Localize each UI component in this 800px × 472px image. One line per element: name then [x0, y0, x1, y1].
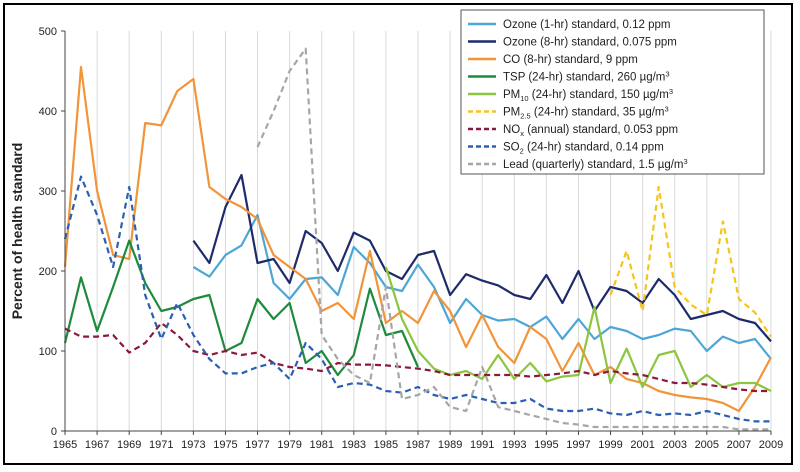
x-tick-label: 1993: [502, 439, 526, 451]
x-tick-label: 1981: [309, 439, 333, 451]
x-tick-labels: 1965 1967 1969 1971 1973 1975 1977 1979 1981 1983…: [53, 431, 783, 451]
x-tick-label: 1985: [374, 439, 398, 451]
series-lines: [63, 47, 772, 431]
legend-entry-label: Lead (quarterly) standard, 1.5 µg/m3: [503, 157, 688, 171]
y-tick-label: 200: [39, 266, 57, 278]
series-line-2: [63, 65, 772, 413]
legend: Ozone (1-hr) standard, 0.12 ppm Ozone (8-…: [460, 9, 765, 175]
series-line-1: [192, 173, 772, 343]
legend-entry-label: Ozone (8-hr) standard, 0.075 ppm: [503, 37, 677, 49]
x-tick-label: 2003: [662, 439, 686, 451]
x-tick-label: 1979: [277, 439, 301, 451]
legend-entry-label: PM2.5 (24-hr) standard, 35 µg/m3: [503, 105, 669, 121]
x-tick-label: 1977: [245, 439, 269, 451]
x-tick-label: 2009: [759, 439, 783, 451]
legend-box: [460, 9, 765, 175]
legend-entry-label: Ozone (1-hr) standard, 0.12 ppm: [503, 19, 670, 31]
y-tick-labels: 0 100 200 300 400 500: [39, 26, 65, 438]
x-tick-label: 1967: [85, 439, 109, 451]
x-tick-label: 1989: [438, 439, 462, 451]
legend-entry-label: SO2 (24-hr) standard, 0.14 ppm: [503, 142, 664, 156]
y-tick-label: 0: [51, 426, 57, 438]
x-tick-label: 1995: [534, 439, 558, 451]
x-tick-label: 1997: [566, 439, 590, 451]
y-tick-label: 400: [39, 106, 57, 118]
x-tick-label: 1991: [470, 439, 494, 451]
x-tick-label: 2007: [727, 439, 751, 451]
x-tick-label: 1969: [117, 439, 141, 451]
series-line-8: [256, 47, 771, 431]
legend-entry-label: NOx (annual) standard, 0.053 ppm: [503, 124, 678, 138]
y-axis-label: Percent of health standard: [9, 143, 25, 320]
x-tick-label: 1971: [149, 439, 173, 451]
x-tick-label: 1987: [406, 439, 430, 451]
legend-entry-label: CO (8-hr) standard, 9 ppm: [503, 54, 638, 66]
x-tick-label: 1999: [598, 439, 622, 451]
x-tick-label: 1983: [342, 439, 366, 451]
x-tick-label: 1973: [181, 439, 205, 451]
chart-frame: 0 100 200 300 400 500 1965 1967 1969 1971 1973 197…: [3, 3, 793, 465]
legend-entry-label: TSP (24-hr) standard, 260 µg/m3: [503, 70, 670, 84]
legend-entry-label: PM10 (24-hr) standard, 150 µg/m3: [503, 87, 673, 103]
series-line-3: [63, 239, 420, 377]
line-chart: 0 100 200 300 400 500 1965 1967 1969 1971 1973 197…: [9, 9, 783, 451]
y-tick-label: 500: [39, 26, 57, 38]
x-tick-label: 1965: [53, 439, 77, 451]
y-tick-label: 100: [39, 346, 57, 358]
x-tick-label: 1975: [213, 439, 237, 451]
series-line-7: [63, 175, 771, 423]
x-tick-label: 2001: [630, 439, 654, 451]
y-tick-label: 300: [39, 186, 57, 198]
x-tick-label: 2005: [695, 439, 719, 451]
series-line-6: [64, 321, 771, 393]
